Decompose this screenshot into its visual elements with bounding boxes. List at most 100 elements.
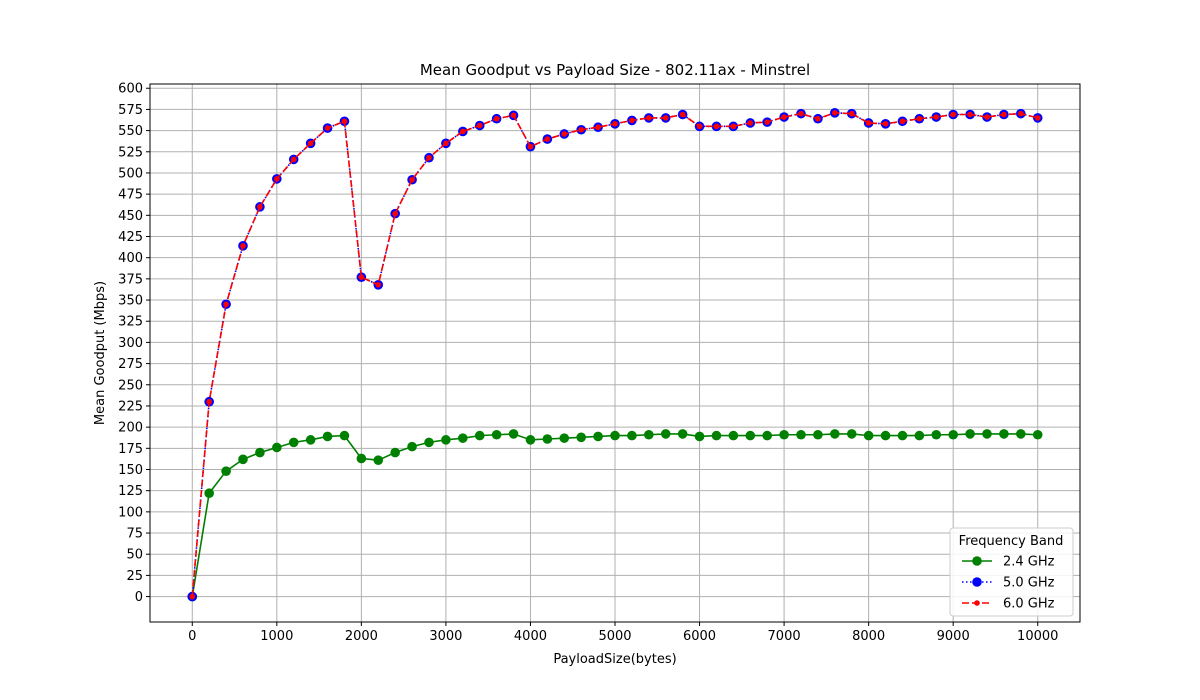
data-point xyxy=(679,111,686,118)
data-point xyxy=(798,110,804,117)
x-tick-label: 0 xyxy=(188,629,196,644)
legend-entry: 6.0 GHz xyxy=(962,597,1055,612)
data-point xyxy=(223,301,229,308)
data-point xyxy=(1034,115,1041,121)
data-point xyxy=(897,430,908,441)
data-point xyxy=(339,430,350,441)
x-tick-label: 10000 xyxy=(1017,629,1058,644)
data-point xyxy=(933,114,940,120)
data-point xyxy=(1001,111,1007,118)
data-point xyxy=(544,136,551,142)
x-tick-label: 4000 xyxy=(514,629,547,644)
data-point xyxy=(407,441,417,452)
data-point xyxy=(967,111,973,118)
data-point xyxy=(458,433,468,443)
data-point xyxy=(677,429,688,439)
data-point xyxy=(578,126,584,133)
x-tick-label: 5000 xyxy=(598,629,631,644)
data-point xyxy=(629,117,635,124)
data-point xyxy=(730,123,737,130)
y-tick-label: 75 xyxy=(126,527,143,542)
data-point xyxy=(341,118,348,125)
data-point xyxy=(204,488,214,499)
data-point xyxy=(694,431,705,442)
data-point xyxy=(443,140,449,147)
data-point xyxy=(305,435,316,445)
data-point xyxy=(813,429,823,440)
data-point xyxy=(796,429,806,440)
data-point xyxy=(984,114,990,120)
x-tick-label: 8000 xyxy=(852,629,885,644)
y-axis-label: Mean Goodput (Mbps) xyxy=(93,281,108,425)
legend-box xyxy=(949,527,1074,617)
x-tick-label: 1000 xyxy=(260,629,293,644)
legend-title: Frequency Band xyxy=(959,534,1064,549)
y-tick-label: 425 xyxy=(118,230,143,245)
legend-label: 6.0 GHz xyxy=(1003,597,1055,612)
data-point xyxy=(728,430,739,441)
data-point xyxy=(375,281,382,288)
data-point xyxy=(610,430,620,441)
y-tick-label: 500 xyxy=(118,166,143,181)
y-tick-label: 200 xyxy=(118,421,143,436)
y-tick-label: 575 xyxy=(118,103,143,118)
data-point xyxy=(848,110,855,117)
y-tick-label: 150 xyxy=(118,463,143,478)
data-point xyxy=(493,115,500,122)
x-axis-label: PayloadSize(bytes) xyxy=(553,652,676,667)
data-point xyxy=(644,429,654,440)
data-point xyxy=(274,176,280,182)
data-point xyxy=(358,274,365,280)
data-point xyxy=(899,118,906,125)
data-point xyxy=(982,429,992,439)
data-point xyxy=(646,115,652,121)
series-line xyxy=(191,112,1038,597)
data-point xyxy=(390,447,400,458)
data-point xyxy=(745,430,756,441)
data-point xyxy=(779,429,789,440)
data-point xyxy=(441,435,451,445)
data-point xyxy=(510,112,517,119)
data-point xyxy=(965,429,975,439)
data-point xyxy=(508,429,519,439)
data-point xyxy=(1018,110,1024,117)
y-tick-label: 300 xyxy=(118,336,143,351)
y-tick-label: 275 xyxy=(118,357,143,372)
y-tick-label: 100 xyxy=(118,505,143,520)
y-tick-label: 125 xyxy=(118,484,143,499)
data-point xyxy=(542,434,553,444)
legend: Frequency Band 2.4 GHz 5.0 GHz 6.0 GHz xyxy=(949,527,1074,617)
data-point xyxy=(324,125,331,131)
data-point xyxy=(206,398,212,405)
y-tick-label: 450 xyxy=(118,209,143,224)
data-point xyxy=(238,454,248,465)
data-point xyxy=(914,430,925,441)
data-point xyxy=(696,123,703,130)
data-point xyxy=(426,154,432,161)
data-point xyxy=(272,442,282,453)
y-tick-label: 475 xyxy=(118,188,143,203)
data-point xyxy=(931,429,942,440)
data-point xyxy=(322,431,333,442)
data-point xyxy=(424,437,434,448)
data-point xyxy=(356,453,367,464)
data-point xyxy=(255,447,265,458)
legend-entries: 2.4 GHz 5.0 GHz 6.0 GHz xyxy=(962,555,1055,612)
data-point xyxy=(561,131,568,137)
legend-entry: 5.0 GHz xyxy=(962,576,1055,591)
y-tick-label: 250 xyxy=(118,378,143,393)
data-point xyxy=(1032,429,1043,440)
legend-label: 5.0 GHz xyxy=(1003,576,1055,591)
data-point xyxy=(1016,429,1026,439)
y-axis-ticks: 0 25 50 75 100 125 150 175 200 225 250 275 300 325 350… xyxy=(118,82,150,605)
x-tick-label: 6000 xyxy=(683,629,716,644)
legend-marker xyxy=(972,577,982,587)
y-tick-label: 50 xyxy=(126,548,143,563)
y-tick-label: 375 xyxy=(118,272,143,287)
data-point xyxy=(527,143,534,150)
data-point xyxy=(576,432,586,443)
data-point xyxy=(865,120,872,126)
data-point xyxy=(662,115,669,121)
data-point xyxy=(307,140,314,147)
